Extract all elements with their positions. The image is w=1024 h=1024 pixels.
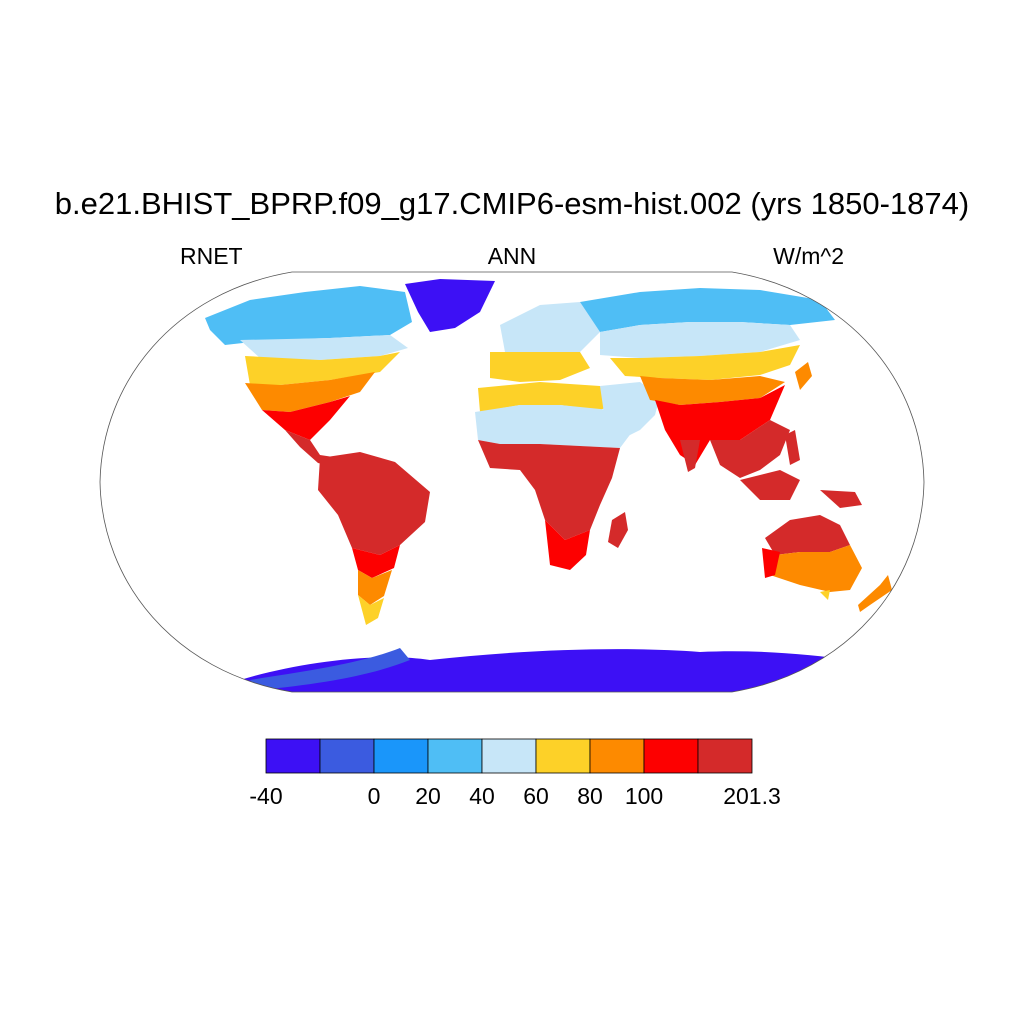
antarctic-peninsula	[250, 648, 410, 690]
colorbar-tick-label: 20	[415, 783, 441, 809]
middle-east	[600, 382, 660, 440]
siberia-north	[580, 288, 835, 332]
tasmania	[820, 590, 830, 600]
north-america-temperate	[245, 352, 400, 385]
colorbar-tick-label: 201.3	[723, 783, 781, 809]
colorbar-bin	[697, 738, 753, 774]
season-label: ANN	[487, 243, 537, 269]
colorbar-bin	[265, 738, 321, 774]
sumatra-borneo	[740, 470, 800, 500]
south-america-south	[352, 545, 400, 578]
colorbar-bin	[481, 738, 537, 774]
australia-north	[765, 515, 850, 555]
sahara-desert	[475, 405, 635, 448]
greenland-land	[405, 279, 495, 332]
india-south	[680, 440, 700, 472]
plot-title: b.e21.BHIST_BPRP.f09_g17.CMIP6-esm-hist.…	[54, 186, 970, 221]
south-america-tip	[358, 595, 384, 625]
colorbar-tick-label: 80	[577, 783, 603, 809]
new-zealand	[858, 575, 892, 612]
asia-southwest	[640, 376, 785, 405]
south-america-tropics	[318, 452, 430, 555]
asia-central	[600, 322, 800, 358]
colorbar-bin	[427, 738, 483, 774]
africa-south	[545, 520, 590, 570]
australia-interior	[770, 545, 862, 592]
madagascar	[608, 512, 628, 548]
europe-north	[500, 302, 600, 352]
africa-north-edge	[478, 382, 625, 412]
colorbar-bin	[589, 738, 645, 774]
colorbar-tick-label: 60	[523, 783, 549, 809]
japan	[795, 362, 812, 390]
antarctica-land	[100, 649, 924, 692]
colorbar-bin	[319, 738, 375, 774]
philippines	[785, 430, 800, 465]
colorbar-bin	[535, 738, 591, 774]
europe-south	[490, 352, 590, 382]
north-america-midlat	[245, 372, 375, 412]
southeast-asia	[710, 420, 790, 478]
north-america-arctic	[205, 286, 412, 345]
variable-label: RNET	[180, 243, 243, 269]
north-america-south	[262, 396, 350, 440]
colorbar-tick-label: 0	[367, 783, 381, 809]
globe-outline	[99, 271, 925, 693]
colorbar-bin	[643, 738, 699, 774]
units-label: W/m^2	[773, 243, 844, 269]
asia-midlat	[610, 345, 800, 380]
colorbar-bin	[373, 738, 429, 774]
new-guinea	[820, 490, 862, 508]
australia-southwest	[762, 548, 780, 578]
map-layer	[100, 279, 924, 692]
colorbar-tick-label: 100	[624, 783, 664, 809]
africa-tropics	[478, 440, 620, 540]
colorbar-tick-label: 40	[469, 783, 495, 809]
north-america-canada	[240, 335, 408, 360]
colorbar	[265, 738, 753, 774]
colorbar-tick-label: -40	[249, 783, 283, 809]
south-america-patagonia	[358, 570, 392, 605]
